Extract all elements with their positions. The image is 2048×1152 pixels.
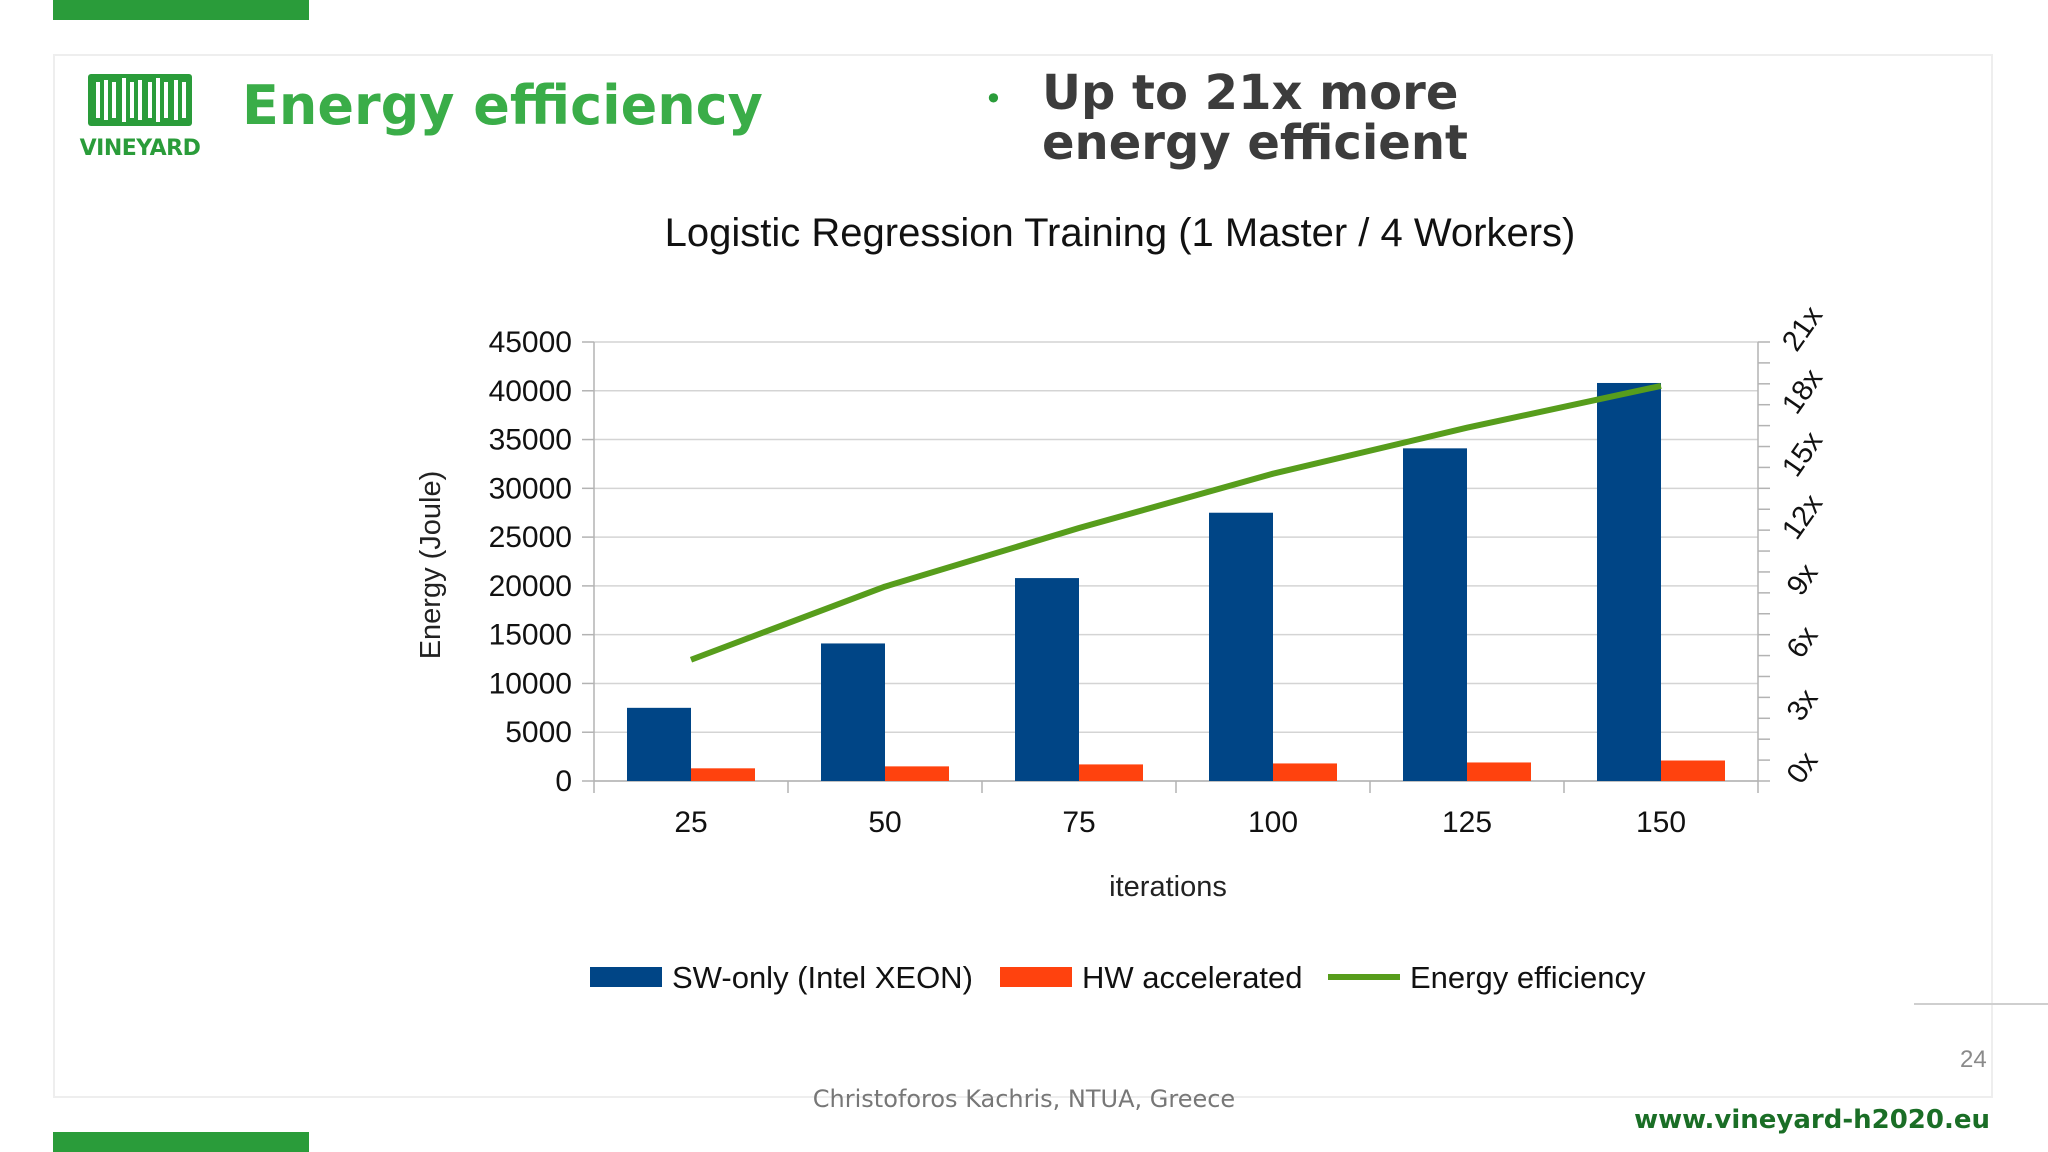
- y-tick-label: 0: [555, 765, 572, 798]
- x-tick-label: 25: [674, 806, 707, 839]
- slide-frame: [53, 54, 1993, 1098]
- slide-number: 24: [1960, 1046, 1987, 1073]
- bar-hw-accelerated: [1079, 764, 1143, 781]
- bar-sw-only: [1209, 512, 1273, 781]
- bar-sw-only: [627, 707, 691, 781]
- y2-tick-label: 0x: [1781, 746, 1825, 790]
- y-tick-label: 25000: [489, 521, 572, 554]
- legend-label: HW accelerated: [1082, 960, 1303, 995]
- bar-hw-accelerated: [1467, 762, 1531, 781]
- y-tick-label: 20000: [489, 570, 572, 603]
- x-ticks: 25 50 75 100 125 150: [674, 806, 1686, 839]
- efficiency-line: [689, 382, 1662, 663]
- y2-tick-label: 9x: [1781, 558, 1825, 602]
- y2-tick-label: 3x: [1781, 683, 1825, 727]
- bars: [627, 382, 1725, 781]
- footer-author: Christoforos Kachris, NTUA, Greece: [812, 1085, 1236, 1113]
- bar-sw-only: [1015, 578, 1079, 781]
- legend-swatch: [1000, 967, 1072, 987]
- bar-hw-accelerated: [691, 768, 755, 781]
- y2-tick-label: 6x: [1781, 620, 1825, 664]
- legend-label: Energy efficiency: [1410, 960, 1646, 995]
- x-tick-label: 75: [1062, 806, 1095, 839]
- y-tick-label: 40000: [489, 375, 572, 408]
- slide-title: Energy efficiency: [242, 74, 763, 137]
- legend: SW-only (Intel XEON) HW accelerated Energy…: [590, 960, 1646, 995]
- legend-swatch: [590, 967, 662, 987]
- chart-title: Logistic Regression Training (1 Master /…: [665, 211, 1576, 255]
- y-ticks: 0 5000 10000 15000 20000 25000 30000 35000 40000…: [489, 326, 572, 798]
- efficiency-polyline: [689, 382, 1662, 663]
- x-tick-label: 150: [1636, 806, 1686, 839]
- y-tick-label: 35000: [489, 424, 572, 457]
- y-tick-label: 15000: [489, 619, 572, 652]
- y-tick-label: 45000: [489, 326, 572, 359]
- y2-tick-label: 18x: [1776, 363, 1829, 420]
- y-tick-label: 10000: [489, 667, 572, 700]
- y2-tick-label: 21x: [1776, 300, 1829, 357]
- footer-divider: [1914, 1003, 2048, 1005]
- bottom-accent-bar: [53, 1132, 309, 1152]
- y-axis-label: Energy (Joule): [415, 471, 447, 660]
- bar-sw-only: [1597, 382, 1661, 781]
- y-tick-label: 5000: [505, 716, 572, 749]
- x-axis-label: iterations: [1109, 871, 1227, 903]
- top-accent-bar: [53, 0, 309, 20]
- axes: [582, 341, 1770, 793]
- logo-text: VINEYARD: [79, 136, 201, 161]
- bar-sw-only: [1403, 448, 1467, 781]
- bar-hw-accelerated: [1273, 763, 1337, 781]
- bar-hw-accelerated: [885, 766, 949, 781]
- gridlines: [594, 341, 1758, 782]
- x-tick-label: 100: [1248, 806, 1298, 839]
- y2-tick-label: 12x: [1776, 488, 1829, 545]
- vineyard-logo-icon: [88, 74, 192, 126]
- bar-hw-accelerated: [1661, 760, 1725, 781]
- bullet-dot-icon: •: [984, 80, 1003, 118]
- footer-url[interactable]: www.vineyard-h2020.eu: [1634, 1105, 1990, 1135]
- x-tick-label: 50: [868, 806, 901, 839]
- legend-label: SW-only (Intel XEON): [672, 960, 973, 995]
- bullet-text: Up to 21x more energy efficient: [1042, 65, 1468, 171]
- x-tick-label: 125: [1442, 806, 1492, 839]
- y2-tick-label: 15x: [1776, 426, 1829, 483]
- y-tick-label: 30000: [489, 472, 572, 505]
- bar-sw-only: [821, 643, 885, 781]
